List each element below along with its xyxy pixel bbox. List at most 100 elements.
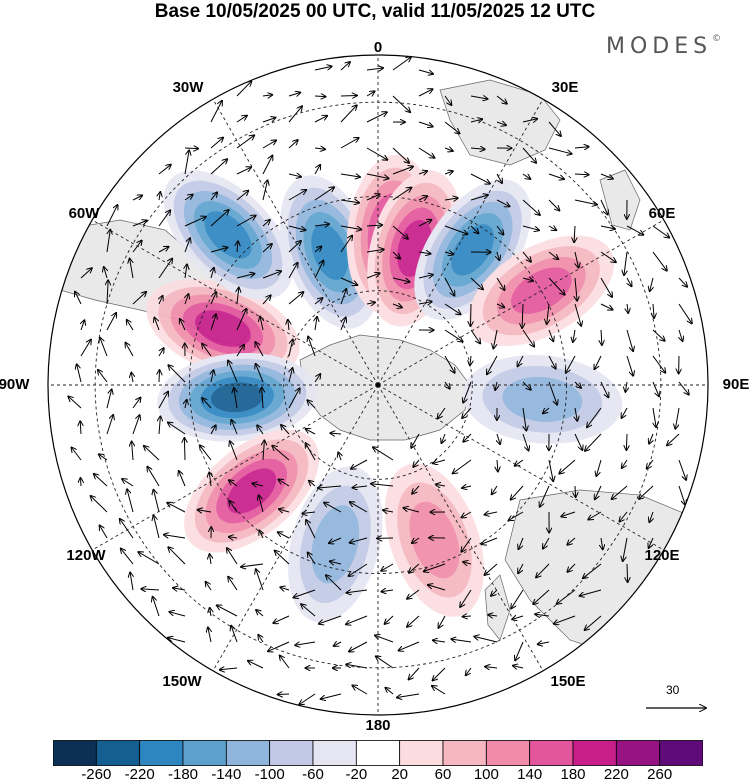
wind-vector: [600, 277, 612, 297]
wind-vector: [127, 489, 134, 513]
wind-vector: [210, 210, 229, 227]
colorbar-tick-label: 100: [473, 766, 499, 783]
colorbar-tick-label: -220: [124, 766, 155, 783]
meridian-line: [377, 219, 665, 386]
wind-vector: [210, 608, 211, 617]
wind-vector: [444, 252, 453, 254]
wind-vector: [522, 147, 536, 163]
wind-vector: [439, 615, 446, 628]
wind-vector: [229, 537, 238, 538]
wind-vector: [548, 173, 564, 179]
wind-vector: [453, 459, 472, 473]
longitude-label: 90E: [722, 376, 750, 393]
wind-vector: [366, 249, 384, 252]
wind-vector: [462, 407, 472, 418]
wind-vector: [627, 563, 628, 582]
wind-vector: [548, 329, 553, 341]
wind-vector: [288, 190, 306, 201]
wind-vector: [184, 151, 189, 175]
wind-vector: [278, 694, 290, 695]
wind-vector: [231, 626, 238, 643]
wind-vector: [497, 251, 499, 260]
wind-vector: [496, 277, 505, 290]
wind-vector: [100, 526, 108, 539]
wind-vector: [470, 329, 480, 343]
wind-vector: [496, 304, 504, 307]
wind-vector: [627, 277, 632, 286]
wind-vector: [68, 397, 82, 409]
wind-vector: [463, 433, 472, 442]
wind-vector: [236, 167, 251, 175]
longitude-label: 150W: [162, 673, 202, 690]
wind-vector: [94, 474, 108, 487]
wind-vector: [306, 429, 316, 435]
wind-vector: [132, 221, 147, 227]
wind-vector: [169, 612, 186, 617]
wind-vector: [418, 252, 430, 254]
wind-vector: [543, 537, 550, 549]
low-anomaly: [462, 354, 623, 444]
polar-map: [47, 54, 709, 716]
colorbar-tick-label: -100: [254, 766, 285, 783]
wind-vector-field: [68, 57, 691, 704]
wind-vector: [444, 171, 453, 174]
wind-vector: [366, 194, 380, 201]
wind-vector: [273, 615, 290, 623]
wind-vector: [141, 589, 160, 590]
wind-vector: [168, 423, 186, 435]
wind-vector: [601, 329, 602, 345]
wind-vector: [667, 433, 680, 445]
wind-vector: [314, 261, 323, 279]
wind-vector: [211, 268, 214, 279]
wind-vector: [350, 502, 368, 513]
wind-vector: [154, 318, 160, 331]
wind-vector: [366, 225, 382, 226]
wind-vector: [272, 446, 290, 461]
wind-vector: [106, 390, 112, 409]
reference-vector-label: 30: [666, 683, 680, 697]
wind-vector: [288, 140, 298, 149]
wind-vector: [554, 615, 576, 624]
longitude-label: 150E: [550, 673, 586, 690]
wind-vector: [340, 318, 346, 331]
wind-vector: [574, 174, 589, 175]
wind-vector: [158, 247, 169, 253]
wind-vector: [652, 251, 667, 271]
wind-vector: [122, 479, 134, 487]
wind-vector: [574, 303, 581, 326]
wind-vector: [518, 355, 524, 366]
wind-vector: [340, 225, 361, 230]
longitude-label: 60W: [68, 205, 100, 222]
wind-vector: [263, 441, 264, 461]
wind-vector: [653, 407, 656, 427]
wind-vector: [375, 635, 394, 643]
wind-vector: [522, 329, 534, 347]
wind-vector: [210, 554, 212, 565]
wind-vector: [159, 370, 160, 383]
wind-vector: [210, 425, 216, 435]
wind-vector: [392, 147, 409, 163]
wind-vector: [512, 616, 524, 619]
wind-vector: [622, 459, 628, 468]
wind-vector: [649, 433, 653, 444]
wind-vector: [397, 693, 420, 698]
wind-vector: [418, 220, 431, 227]
colorbar-segment: [225, 740, 271, 766]
colorbar-segment: [269, 740, 314, 766]
wind-vector: [314, 187, 334, 201]
wind-vector: [206, 582, 212, 591]
wind-vector: [470, 96, 488, 99]
colorbar-tick-label: -260: [81, 766, 112, 783]
wind-vector: [262, 140, 276, 149]
wind-vector: [144, 446, 160, 461]
wind-vector: [566, 355, 576, 373]
wind-vector: [392, 251, 400, 259]
wind-vector: [678, 459, 686, 480]
reference-vector: [646, 683, 720, 723]
wind-vector: [100, 338, 108, 357]
wind-vector: [347, 590, 368, 593]
wind-vector: [153, 597, 160, 617]
wind-vector: [229, 501, 238, 513]
wind-vector: [522, 251, 531, 262]
madagascar: [599, 169, 641, 231]
